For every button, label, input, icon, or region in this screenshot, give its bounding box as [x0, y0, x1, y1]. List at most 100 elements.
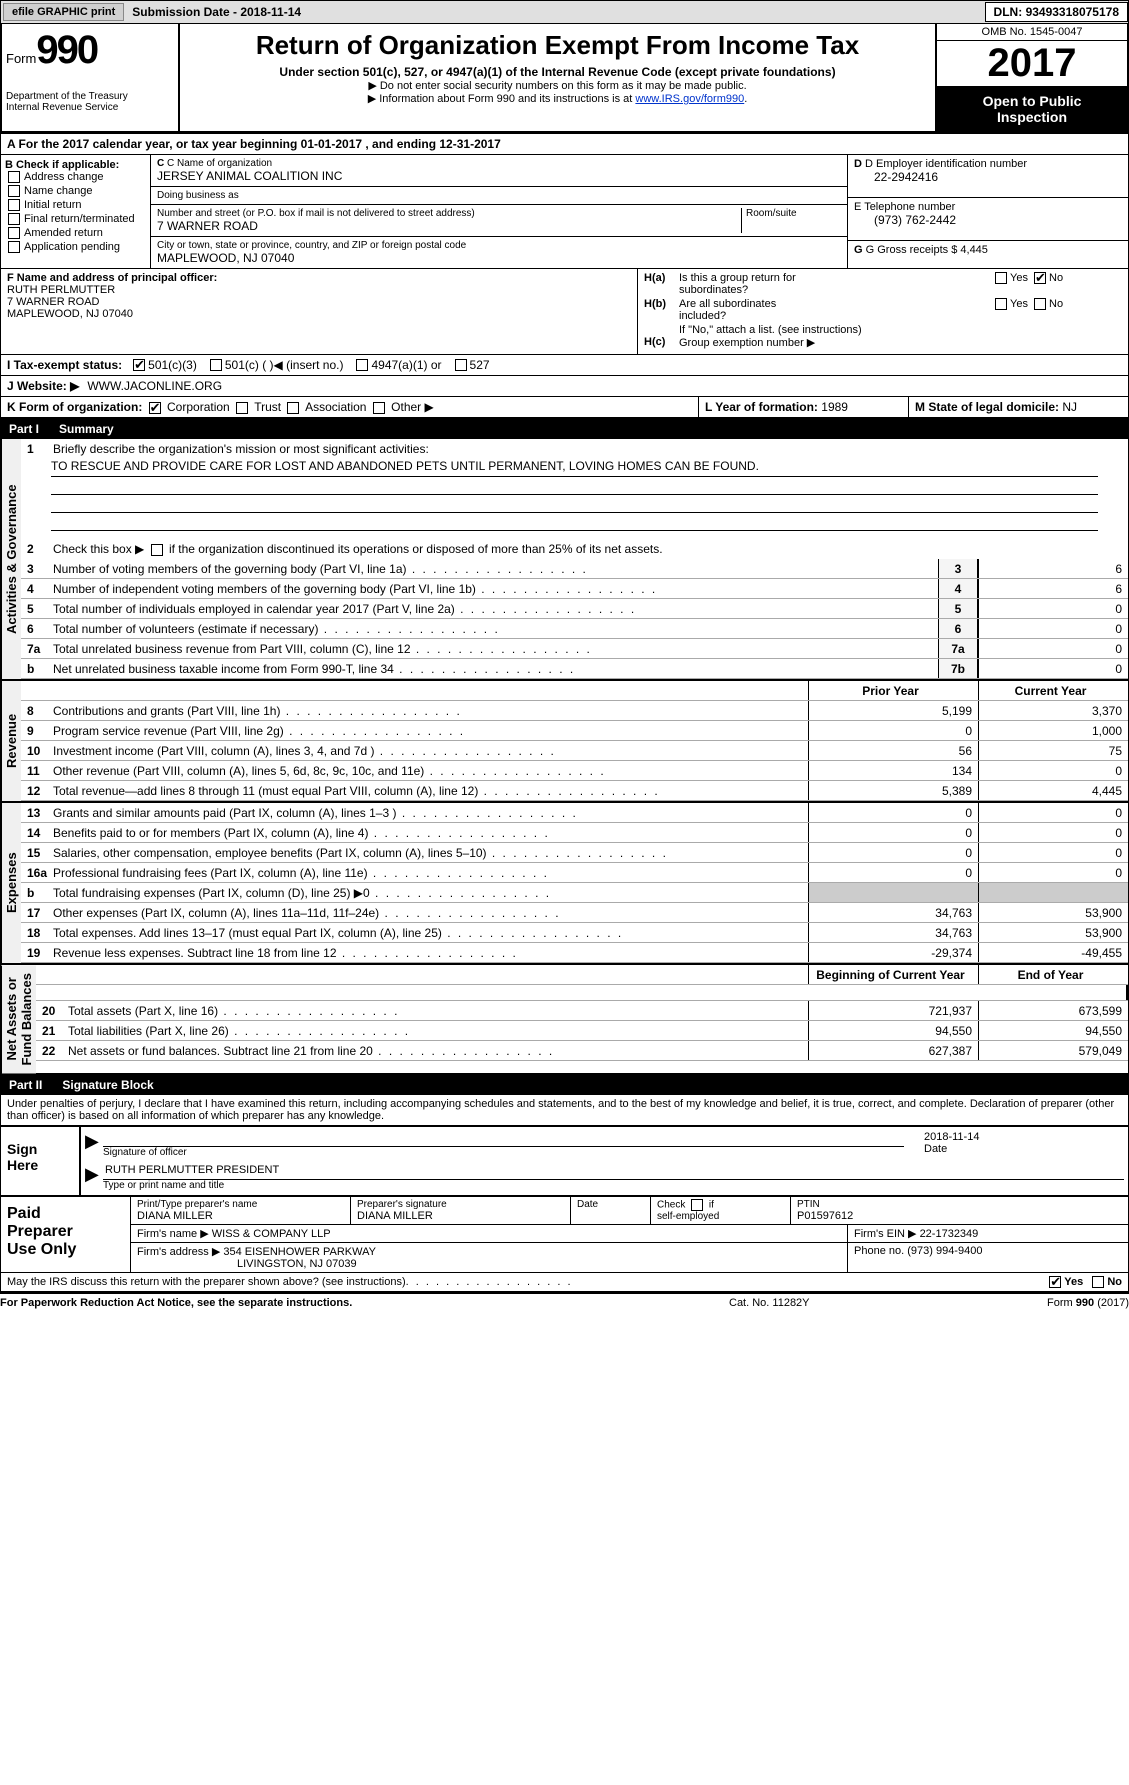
footer-notice: For Paperwork Reduction Act Notice, see … — [0, 1297, 729, 1309]
mission-text: TO RESCUE AND PROVIDE CARE FOR LOST AND … — [51, 459, 1098, 477]
submission-date: Submission Date - 2018-11-14 — [126, 3, 307, 21]
form-word: Form — [6, 51, 36, 66]
firm-addr1: 354 EISENHOWER PARKWAY — [223, 1246, 376, 1258]
exp-line-b: bTotal fundraising expenses (Part IX, co… — [21, 883, 1128, 903]
b-checkbox-5[interactable] — [8, 241, 20, 253]
firm-addr2: LIVINGSTON, NJ 07039 — [137, 1258, 841, 1270]
tel-label: E Telephone number — [854, 201, 1122, 213]
part1-revenue: Revenue Prior Year Current Year 8Contrib… — [0, 681, 1129, 803]
top-bar: efile GRAPHIC print Submission Date - 20… — [0, 0, 1129, 24]
b-item-0: Address change — [5, 171, 146, 183]
type-print-label: Type or print name and title — [103, 1180, 1124, 1191]
perjury-statement: Under penalties of perjury, I declare th… — [1, 1095, 1128, 1127]
footer-catno: Cat. No. 11282Y — [729, 1297, 929, 1309]
dept-irs: Internal Revenue Service — [6, 102, 174, 113]
arrow-icon: ▶ — [85, 1131, 103, 1158]
section-f: F Name and address of principal officer:… — [1, 269, 638, 354]
gross-label: G G Gross receipts $ — [854, 244, 957, 256]
b-item-5: Application pending — [5, 241, 146, 253]
hb-no-checkbox[interactable] — [1034, 298, 1046, 310]
k-corp-checkbox[interactable] — [149, 402, 161, 414]
arrow-icon: ▶ — [85, 1164, 103, 1191]
form-header: Form 990 Department of the Treasury Inte… — [0, 24, 1129, 133]
b-item-1: Name change — [5, 185, 146, 197]
na-line-20: 20Total assets (Part X, line 16)721,9376… — [36, 1001, 1128, 1021]
rev-line-9: 9Program service revenue (Part VIII, lin… — [21, 721, 1128, 741]
b-checkbox-0[interactable] — [8, 171, 20, 183]
dln-badge: DLN: 93493318075178 — [985, 2, 1128, 22]
k-assoc-checkbox[interactable] — [287, 402, 299, 414]
b-checkbox-4[interactable] — [8, 227, 20, 239]
ptin-val: P01597612 — [797, 1210, 1122, 1222]
sign-here-label: Sign Here — [1, 1127, 81, 1195]
discuss-yes-checkbox[interactable] — [1049, 1276, 1061, 1288]
signature-block: Under penalties of perjury, I declare th… — [0, 1095, 1129, 1294]
i-527-checkbox[interactable] — [455, 359, 467, 371]
exp-line-13: 13Grants and similar amounts paid (Part … — [21, 803, 1128, 823]
exp-line-15: 15Salaries, other compensation, employee… — [21, 843, 1128, 863]
room-label: Room/suite — [746, 208, 841, 219]
ein-val: 22-2942416 — [854, 170, 1122, 184]
ag-line-6: 6Total number of volunteers (estimate if… — [21, 619, 1128, 639]
b-checkbox-1[interactable] — [8, 185, 20, 197]
sig-officer-label: Signature of officer — [103, 1147, 904, 1158]
k-other-checkbox[interactable] — [373, 402, 385, 414]
hb-yes-checkbox[interactable] — [995, 298, 1007, 310]
section-h: H(a) Is this a group return forsubordina… — [638, 269, 1128, 354]
officer-typed-name: RUTH PERLMUTTER PRESIDENT — [103, 1164, 1124, 1180]
ag-line-3: 3Number of voting members of the governi… — [21, 559, 1128, 579]
i-4947-checkbox[interactable] — [356, 359, 368, 371]
rev-line-12: 12Total revenue—add lines 8 through 11 (… — [21, 781, 1128, 801]
line-klm: K Form of organization: Corporation Trus… — [0, 397, 1129, 419]
exp-line-14: 14Benefits paid to or for members (Part … — [21, 823, 1128, 843]
side-activities: Activities & Governance — [1, 439, 21, 679]
dept-treasury: Department of the Treasury — [6, 91, 174, 102]
efile-print-button[interactable]: efile GRAPHIC print — [3, 3, 124, 21]
dba-label: Doing business as — [157, 190, 841, 201]
exp-line-16a: 16aProfessional fundraising fees (Part I… — [21, 863, 1128, 883]
part1-netassets: Net Assets or Fund Balances Beginning of… — [0, 965, 1129, 1075]
page-footer: For Paperwork Reduction Act Notice, see … — [0, 1294, 1129, 1312]
b-item-2: Initial return — [5, 199, 146, 211]
discuss-no-checkbox[interactable] — [1092, 1276, 1104, 1288]
preparer-sig: DIANA MILLER — [357, 1210, 564, 1222]
ein-label: D D Employer identification number — [854, 158, 1122, 170]
ha-yes-checkbox[interactable] — [995, 272, 1007, 284]
b-checkbox-3[interactable] — [8, 213, 20, 225]
self-employed-checkbox[interactable] — [691, 1199, 703, 1211]
form-title: Return of Organization Exempt From Incom… — [190, 30, 925, 61]
h-note: If "No," attach a list. (see instruction… — [644, 324, 1122, 336]
part2-header: Part II Signature Block — [0, 1075, 1129, 1095]
website-val: WWW.JACONLINE.ORG — [87, 379, 222, 393]
addr-label: Number and street (or P.O. box if mail i… — [157, 208, 741, 219]
part1-activities: Activities & Governance 1 Briefly descri… — [0, 439, 1129, 681]
open-to-public: Open to PublicInspection — [937, 87, 1127, 131]
form-info-link[interactable]: www.IRS.gov/form990 — [635, 93, 744, 105]
i-501c3-checkbox[interactable] — [133, 359, 145, 371]
header-left: Form 990 Department of the Treasury Inte… — [2, 24, 180, 131]
header-center: Return of Organization Exempt From Incom… — [180, 24, 937, 131]
b-item-4: Amended return — [5, 227, 146, 239]
ag-line-7a: 7aTotal unrelated business revenue from … — [21, 639, 1128, 659]
line-i: I Tax-exempt status: 501(c)(3) 501(c) ( … — [0, 355, 1129, 376]
firm-phone: (973) 994-9400 — [907, 1245, 982, 1257]
b-checkbox-2[interactable] — [8, 199, 20, 211]
city-label: City or town, state or province, country… — [157, 240, 841, 251]
tel-val: (973) 762-2442 — [854, 213, 1122, 227]
q2-checkbox[interactable] — [151, 544, 163, 556]
i-501c-checkbox[interactable] — [210, 359, 222, 371]
bullet-info: ▶ Information about Form 990 and its ins… — [190, 92, 925, 105]
officer-addr1: 7 WARNER ROAD — [7, 296, 631, 308]
q2-text: Check this box ▶ if the organization dis… — [49, 540, 1128, 558]
rev-line-11: 11Other revenue (Part VIII, column (A), … — [21, 761, 1128, 781]
k-trust-checkbox[interactable] — [236, 402, 248, 414]
paid-prep-label: Paid Preparer Use Only — [1, 1197, 131, 1272]
section-d: D D Employer identification number 22-29… — [848, 155, 1128, 268]
ha-no-checkbox[interactable] — [1034, 272, 1046, 284]
rev-line-10: 10Investment income (Part VIII, column (… — [21, 741, 1128, 761]
side-revenue: Revenue — [1, 681, 21, 801]
bullet-ssn: Do not enter social security numbers on … — [190, 79, 925, 92]
sig-date: 2018-11-14 — [924, 1131, 1124, 1143]
org-name-label: C C Name of organization — [157, 158, 841, 169]
org-name: JERSEY ANIMAL COALITION INC — [157, 169, 841, 183]
